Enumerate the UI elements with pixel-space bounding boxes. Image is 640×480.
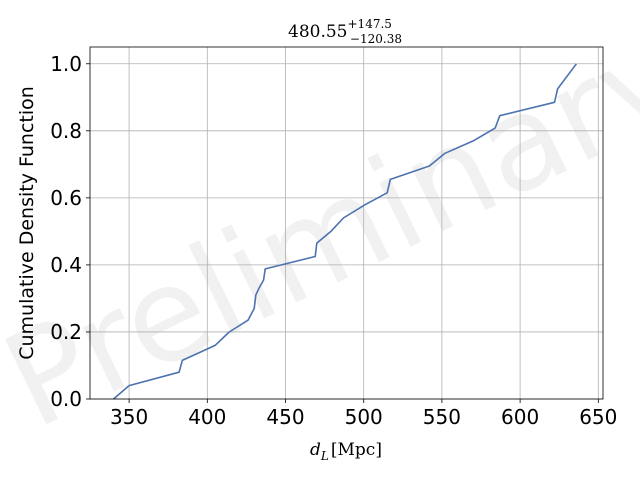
y-axis: 0.0 0.2 0.4 0.6 0.8 1.0 — [50, 52, 90, 411]
x-axis-label-var: d — [310, 440, 321, 460]
x-axis-label-sub: L — [320, 449, 329, 463]
x-tick-label: 650 — [579, 405, 617, 429]
y-tick-label: 0.4 — [50, 253, 82, 277]
y-tick-label: 1.0 — [50, 52, 82, 76]
cdf-line — [112, 63, 578, 400]
grid — [90, 47, 603, 400]
x-axis-label: dL [Mpc] — [310, 440, 382, 463]
y-tick-label: 0.6 — [50, 186, 82, 210]
watermark-text: Preliminary — [0, 0, 640, 458]
x-tick-label: 450 — [266, 405, 304, 429]
y-tick-label: 0.0 — [50, 387, 82, 411]
y-axis-label: Cumulative Density Function — [16, 86, 38, 360]
title-main: 480.55 — [288, 22, 347, 42]
chart-title: 480.55+147.5 −120.38 — [288, 17, 402, 46]
x-tick-label: 600 — [501, 405, 539, 429]
title-subscript: −120.38 — [350, 32, 402, 46]
plot-frame — [89, 46, 604, 400]
series-group — [112, 63, 578, 400]
x-tick-label: 400 — [188, 405, 226, 429]
y-tick-label: 0.8 — [50, 119, 82, 143]
x-tick-label: 500 — [345, 405, 383, 429]
x-tick-label: 550 — [423, 405, 461, 429]
title-superscript: +147.5 — [348, 17, 392, 31]
x-tick-label: 350 — [110, 405, 148, 429]
x-axis-label-unit: [Mpc] — [331, 440, 382, 460]
x-axis: 350 400 450 500 550 600 650 — [110, 399, 617, 429]
y-tick-label: 0.2 — [50, 320, 82, 344]
